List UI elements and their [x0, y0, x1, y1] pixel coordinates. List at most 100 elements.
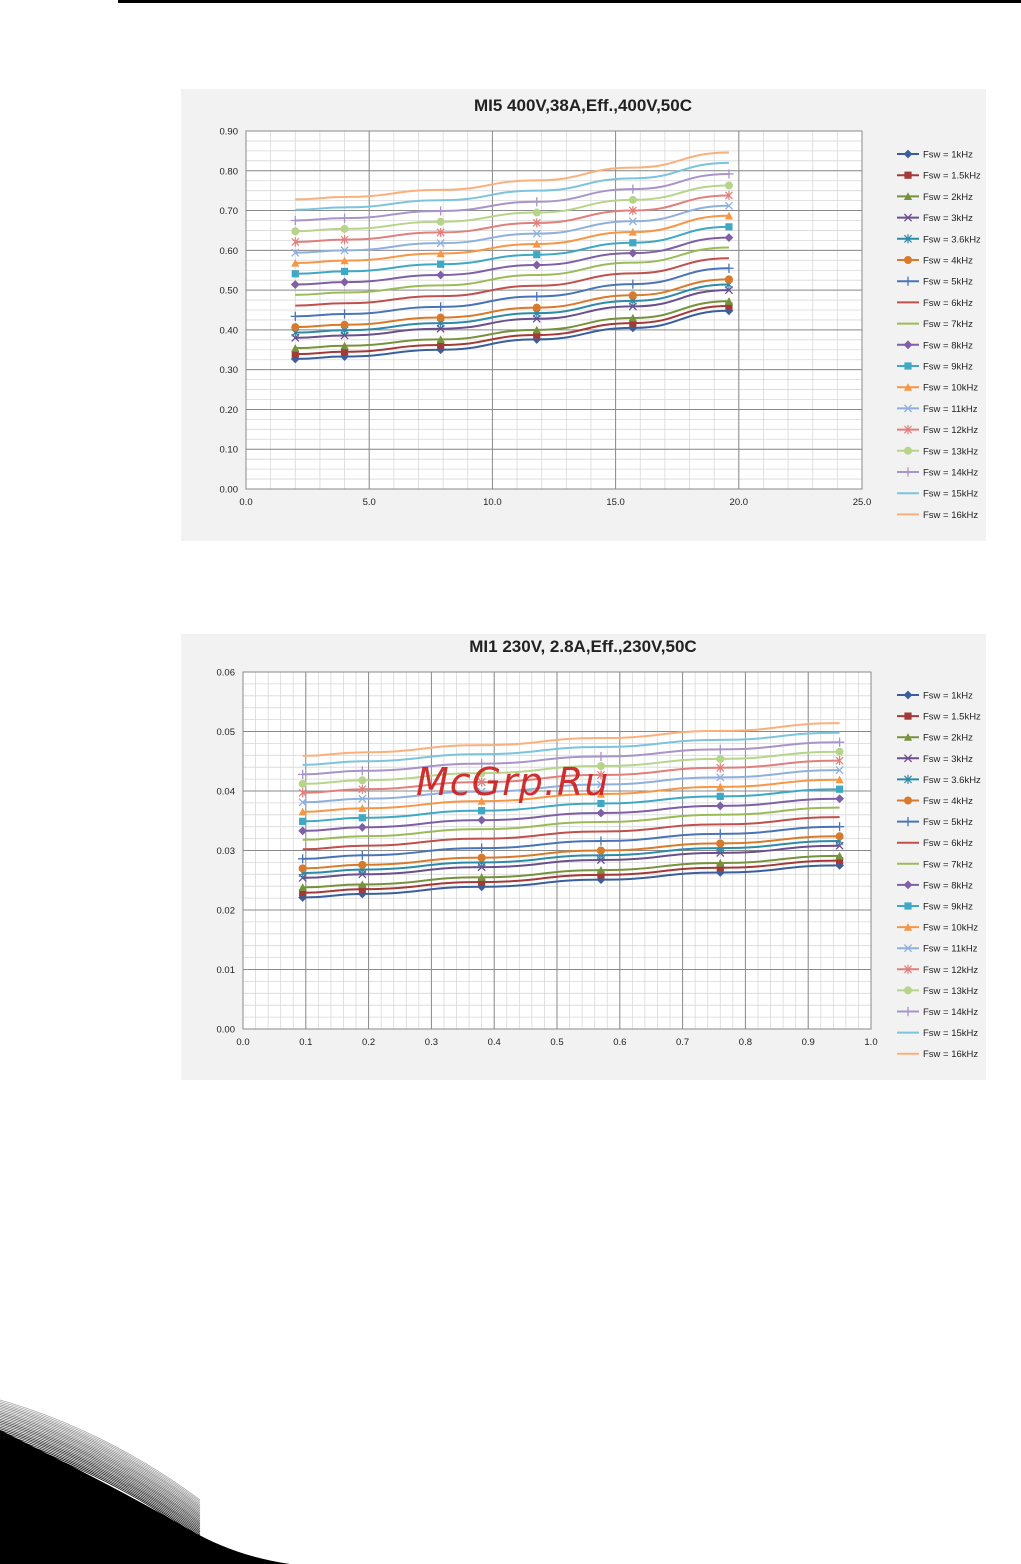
top-rule	[118, 0, 1021, 3]
legend-label: Fsw = 11kHz	[923, 944, 978, 955]
data-point	[436, 217, 445, 226]
legend-item: Fsw = 13kHz	[897, 446, 978, 457]
legend-item: Fsw = 14kHz	[897, 1006, 978, 1018]
data-point	[298, 854, 308, 864]
legend-marker	[904, 796, 912, 805]
data-point	[716, 858, 725, 867]
data-point	[597, 871, 605, 879]
series-line	[295, 161, 729, 211]
data-point	[596, 789, 606, 798]
major-gridlines	[245, 130, 863, 490]
series-fsw15khz	[295, 161, 729, 211]
data-point	[477, 853, 486, 862]
y-tick-label: 0.03	[217, 846, 236, 857]
data-point	[533, 331, 541, 339]
series-fsw5khz	[298, 822, 845, 864]
data-point	[835, 794, 844, 804]
data-point	[436, 270, 446, 280]
legend-label: Fsw = 15kHz	[923, 489, 978, 500]
legend-item: Fsw = 1kHz	[897, 150, 973, 161]
legend-label: Fsw = 7kHz	[923, 319, 973, 330]
series-fsw15khz	[302, 731, 840, 766]
corner-swoosh-logo	[0, 1399, 290, 1564]
legend-item: Fsw = 11kHz	[897, 404, 978, 415]
legend-label: Fsw = 15kHz	[923, 1028, 978, 1039]
legend-marker	[903, 340, 913, 350]
legend-label: Fsw = 9kHz	[923, 362, 973, 373]
legend-item: Fsw = 5kHz	[897, 817, 973, 828]
legend-label: Fsw = 4kHz	[923, 796, 973, 807]
y-tick-label: 0.30	[220, 365, 239, 376]
y-tick-label: 0.05	[217, 727, 236, 738]
y-tick-label: 0.04	[217, 787, 236, 798]
data-point	[477, 797, 486, 805]
series-line	[302, 816, 840, 851]
data-point	[298, 826, 308, 836]
data-point	[725, 302, 733, 310]
legend-label: Fsw = 12kHz	[923, 425, 978, 436]
legend-item: Fsw = 11kHz	[897, 944, 978, 955]
x-tick-label: 0.0	[239, 497, 252, 508]
series-fsw12khz	[298, 756, 844, 798]
legend-item: Fsw = 16kHz	[897, 1049, 978, 1060]
data-point	[291, 344, 300, 352]
data-point	[358, 784, 367, 794]
data-point	[358, 814, 366, 822]
legend-item: Fsw = 4kHz	[897, 256, 973, 267]
data-point	[716, 773, 725, 782]
data-point	[724, 201, 734, 210]
data-point	[340, 348, 349, 356]
data-point	[358, 776, 367, 785]
y-tick-label: 0.06	[217, 668, 236, 679]
data-point	[532, 218, 541, 228]
legend-item: Fsw = 3kHz	[897, 213, 973, 224]
series-fsw6khz	[302, 816, 840, 851]
chart-svg-mi1: MI1 230V, 2.8A,Eff.,230V,50C 0.0 0.1 0.2 0.…	[217, 637, 982, 1060]
series-fsw9khz	[291, 223, 733, 278]
series-fsw11khz	[291, 201, 734, 257]
legend-marker	[903, 880, 913, 890]
legend-marker	[903, 733, 913, 741]
legend-item: Fsw = 1kHz	[897, 691, 973, 702]
legend-item: Fsw = 2kHz	[897, 733, 973, 744]
legend-marker	[904, 986, 912, 995]
data-point	[596, 780, 606, 789]
legend-marker	[904, 446, 912, 455]
y-tick-label: 0.02	[217, 906, 236, 917]
data-point	[340, 224, 349, 233]
data-point	[716, 839, 725, 848]
y-tick-label: 0.50	[220, 286, 239, 297]
data-point	[340, 234, 349, 245]
data-point	[628, 205, 637, 216]
legend-item: Fsw = 8kHz	[897, 880, 973, 891]
data-point	[436, 335, 445, 344]
data-point	[835, 851, 844, 860]
series-fsw8khz	[298, 794, 844, 836]
x-tick-label: 1.0	[864, 1037, 877, 1048]
x-tick-label: 0.3	[425, 1037, 438, 1048]
data-point	[339, 213, 350, 223]
legend-item: Fsw = 9kHz	[897, 362, 973, 373]
legend-marker	[903, 383, 913, 391]
data-point	[716, 754, 725, 763]
data-point	[724, 211, 734, 220]
data-point	[291, 227, 300, 236]
data-point	[437, 341, 445, 349]
x-tick-label: 0.0	[236, 1037, 249, 1048]
series-fsw10khz	[298, 775, 844, 816]
data-point	[357, 766, 367, 776]
data-point	[298, 769, 308, 779]
data-point	[716, 792, 724, 800]
data-point	[340, 277, 349, 287]
legend-label: Fsw = 13kHz	[923, 986, 978, 997]
data-point	[358, 794, 367, 803]
series-fsw1.5khz	[291, 302, 733, 358]
series-line	[295, 151, 729, 201]
legend-marker	[903, 425, 913, 435]
data-point	[716, 763, 725, 773]
efficiency-chart-mi1: MI1 230V, 2.8A,Eff.,230V,50C 0.0 0.1 0.2 0.…	[181, 634, 986, 1080]
legend-label: Fsw = 2kHz	[923, 733, 973, 744]
x-tick-label: 20.0	[730, 497, 749, 508]
data-point	[298, 788, 307, 798]
series-fsw14khz	[298, 737, 845, 779]
